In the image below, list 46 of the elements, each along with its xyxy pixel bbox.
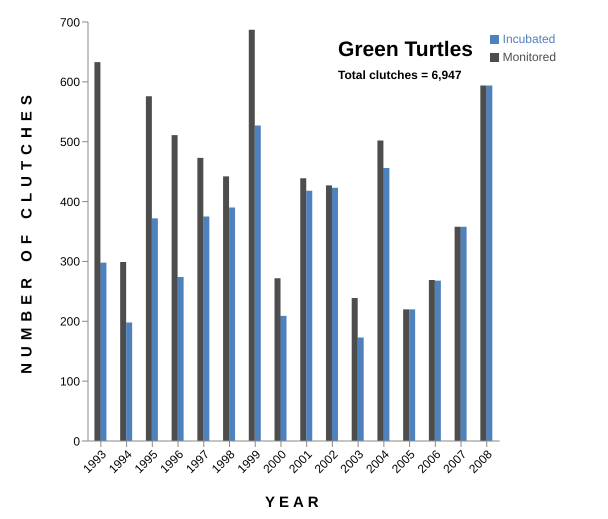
bar [229,208,236,441]
bar [428,280,435,441]
y-tick-label: 100 [60,374,80,388]
y-tick-label: 0 [73,434,80,448]
bar [352,298,358,441]
bar [126,322,132,441]
bar [300,178,306,441]
bar [480,85,486,441]
bar [460,226,467,441]
bar [120,262,126,441]
bar [254,126,261,441]
bar [197,158,204,441]
bar [248,30,255,441]
bar [454,226,461,441]
bar [358,337,364,441]
bar [146,96,152,441]
y-tick-label: 600 [60,75,80,90]
bar [178,276,184,441]
y-tick-label: 200 [60,314,80,329]
bar [403,309,410,441]
bar [94,62,100,441]
bar [377,140,384,441]
bar [332,188,338,441]
bar [486,85,492,441]
bar [100,262,106,441]
bar [409,309,416,441]
bar [326,185,332,441]
text: Total clutches = 6,947 [338,68,462,82]
bar [152,218,158,441]
y-tick-label: 400 [60,194,80,209]
bar [434,280,441,441]
y-tick-label: 700 [60,15,80,30]
bar [383,168,390,441]
legend-label: Monitored [502,50,556,64]
bar [223,176,230,441]
y-axis-title: NUMBER OF CLUTCHES [18,89,36,374]
y-tick-label: 500 [60,134,80,149]
legend-label: Incubated [502,32,556,46]
text: Green Turtles [338,38,473,62]
bar [172,135,178,441]
bar [203,216,210,441]
bar [306,190,312,441]
x-axis-title: YEAR [264,494,323,511]
bar [274,278,281,441]
y-tick-label: 300 [60,254,80,269]
bar [280,316,287,441]
